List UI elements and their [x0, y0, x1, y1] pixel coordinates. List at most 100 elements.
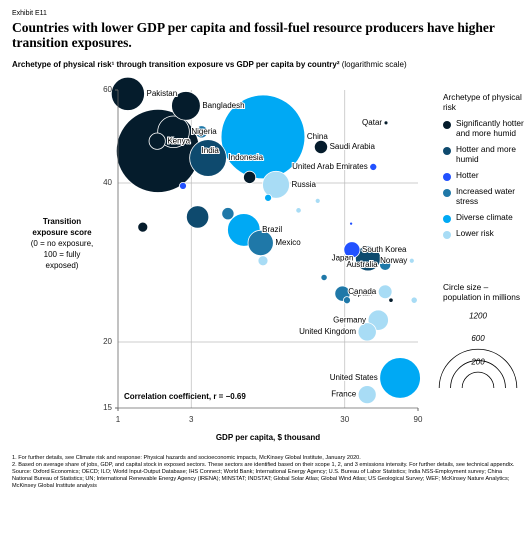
country-label: Mexico — [275, 238, 301, 247]
x-tick-label: 3 — [189, 415, 194, 424]
bubble — [410, 296, 418, 304]
bubble — [377, 284, 393, 300]
y-axis-label: Transition — [43, 217, 81, 226]
subtitle-main: Archetype of physical risk¹ through tran… — [12, 60, 340, 69]
country-label: Russia — [292, 180, 317, 189]
legend-label: Diverse climate — [456, 212, 513, 222]
y-axis-label: exposed) — [46, 261, 79, 270]
bubble — [148, 132, 166, 150]
country-label: China — [307, 132, 328, 141]
country-label: South Korea — [362, 245, 407, 254]
subtitle: Archetype of physical risk¹ through tran… — [12, 60, 407, 69]
legend-label: Significantly hotter and more humid — [456, 118, 524, 138]
bubble — [343, 241, 361, 259]
size-legend-arc — [461, 371, 495, 389]
bubble — [264, 193, 273, 202]
bubble — [383, 120, 389, 126]
bubble — [171, 91, 201, 121]
footnote: 2. Based on average share of jobs, GDP, … — [12, 462, 515, 468]
legend-label: Hotter — [456, 170, 479, 180]
bubble — [247, 229, 274, 257]
legend-title: Archetype of physical risk — [443, 92, 522, 112]
legend-label: Hotter and more humid — [456, 144, 516, 164]
chart-title: Countries with lower GDP per capita and … — [12, 20, 495, 50]
legend-label: Increased water stress — [456, 186, 516, 206]
size-legend-title: Circle size – population in millions — [443, 282, 521, 302]
legend-swatch — [443, 147, 451, 155]
bubble — [379, 357, 421, 399]
bubble — [257, 255, 269, 267]
country-label: France — [331, 390, 356, 399]
exhibit-label: Exhibit E11 — [12, 10, 47, 17]
legend-swatch — [443, 189, 451, 197]
bubble — [221, 207, 235, 221]
legend-swatch — [443, 173, 451, 181]
bubble — [179, 181, 187, 190]
y-axis-label: exposure score — [32, 228, 92, 237]
bubble — [294, 180, 303, 189]
bubble — [115, 108, 200, 193]
bubble — [313, 139, 329, 155]
bubble — [314, 197, 321, 204]
bubble — [262, 170, 290, 199]
bubble — [357, 322, 377, 342]
y-tick-label: 60 — [103, 85, 112, 94]
legend-label: Lower risk — [456, 228, 494, 238]
country-label: Qatar — [362, 118, 382, 127]
legend-item: Hotter — [443, 170, 527, 181]
x-tick-label: 30 — [340, 415, 349, 424]
bubble — [220, 94, 306, 180]
bubble — [110, 76, 145, 111]
y-tick-label: 40 — [103, 178, 112, 187]
country-label: Kenya — [167, 136, 190, 145]
y-axis-label: 100 = fully — [44, 250, 81, 259]
bubble — [137, 221, 149, 233]
subtitle-note: (logarithmic scale) — [341, 60, 407, 69]
annotation: Correlation coefficient, r = −0.69 — [124, 392, 246, 401]
size-legend-label: 200 — [470, 357, 485, 366]
bubble — [355, 245, 381, 272]
bubble — [194, 125, 209, 139]
y-tick-label: 15 — [103, 403, 112, 412]
size-legend-arc — [438, 348, 518, 389]
legend-item: Diverse climate — [443, 212, 527, 223]
country-label: Brazil — [262, 225, 282, 234]
country-label: Japan — [332, 253, 354, 262]
country-label: Canada — [348, 287, 377, 296]
y-axis-label: (0 = no exposure, — [31, 239, 93, 248]
bubble — [343, 296, 351, 305]
country-label: Germany — [333, 315, 366, 324]
country-label: Norway — [380, 256, 407, 265]
size-legend-label: 1200 — [469, 312, 487, 321]
bubble — [185, 205, 210, 229]
country-label: Indonesia — [228, 153, 263, 162]
size-legend-label: 600 — [471, 334, 485, 343]
footnote: 1. For further details, see Climate risk… — [12, 455, 361, 461]
country-label: United Kingdom — [299, 327, 356, 336]
legend: Archetype of physical risk Significantly… — [443, 92, 527, 244]
country-label: Saudi Arabia — [330, 142, 376, 151]
legend-swatch — [443, 215, 451, 223]
country-label: United States — [330, 373, 378, 382]
bubble — [379, 258, 392, 271]
bubble — [349, 221, 354, 226]
bubble — [408, 257, 415, 264]
country-label: United Arab Emirates — [292, 162, 368, 171]
country-label: Australia — [346, 260, 378, 269]
y-tick-label: 20 — [103, 337, 112, 346]
country-label: Bangladesh — [202, 101, 244, 110]
bubble — [388, 297, 394, 303]
bubble — [357, 385, 377, 405]
country-label: Nigeria — [191, 127, 217, 136]
bubble — [320, 273, 328, 282]
legend-item: Lower risk — [443, 228, 527, 239]
x-tick-label: 90 — [414, 415, 423, 424]
country-label: India — [202, 146, 220, 155]
legend-swatch — [443, 121, 451, 129]
legend-item: Increased water stress — [443, 186, 527, 206]
legend-swatch — [443, 231, 451, 239]
country-label: Pakistan — [147, 89, 178, 98]
country-label: Spain — [352, 289, 372, 298]
